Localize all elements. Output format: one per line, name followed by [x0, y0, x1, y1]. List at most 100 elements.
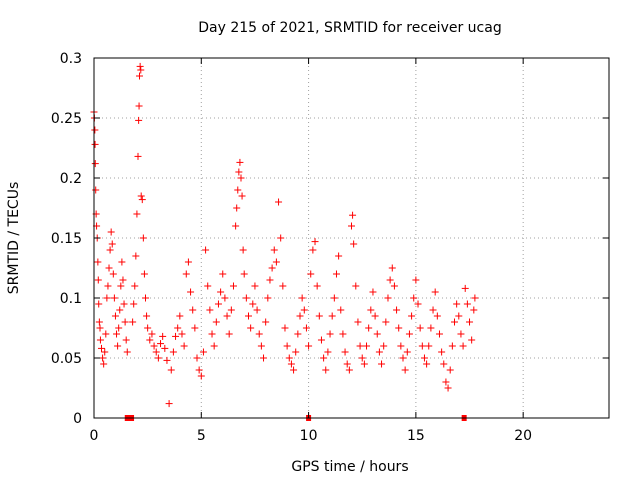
- data-point: [100, 360, 108, 368]
- data-point: [277, 234, 285, 242]
- data-point: [239, 246, 247, 254]
- data-point: [300, 306, 308, 314]
- data-point: [393, 306, 401, 314]
- data-point: [187, 288, 195, 296]
- data-point: [349, 211, 357, 219]
- data-point: [119, 276, 127, 284]
- data-point: [292, 348, 300, 356]
- x-tick-label: 20: [514, 428, 532, 444]
- data-point: [94, 276, 102, 284]
- data-point: [139, 234, 147, 242]
- data-point: [251, 282, 259, 290]
- data-point: [302, 324, 310, 332]
- data-point: [113, 330, 121, 338]
- data-point: [152, 348, 160, 356]
- data-point: [420, 354, 428, 362]
- data-point: [118, 258, 126, 266]
- data-point: [444, 384, 452, 392]
- data-point: [237, 174, 245, 182]
- data-point: [442, 378, 450, 386]
- data-point: [330, 294, 338, 302]
- data-point: [91, 140, 99, 148]
- data-point: [332, 270, 340, 278]
- data-point: [163, 356, 171, 364]
- data-point: [148, 330, 156, 338]
- data-point: [134, 152, 142, 160]
- data-point: [253, 306, 261, 314]
- data-point: [352, 282, 360, 290]
- data-point: [354, 318, 362, 326]
- data-point: [287, 360, 295, 368]
- data-point: [337, 306, 345, 314]
- plot-frame: [93, 57, 610, 419]
- data-point: [249, 300, 257, 308]
- data-point: [140, 270, 148, 278]
- data-point: [137, 192, 145, 200]
- data-point: [189, 306, 197, 314]
- data-point: [229, 282, 237, 290]
- data-point: [199, 348, 207, 356]
- data-point: [341, 348, 349, 356]
- data-point: [191, 324, 199, 332]
- x-tick-label: 5: [197, 428, 206, 444]
- data-point: [403, 348, 411, 356]
- data-point: [363, 342, 371, 350]
- data-point: [120, 300, 128, 308]
- data-point: [193, 354, 201, 362]
- data-point: [255, 330, 263, 338]
- data-point: [399, 354, 407, 362]
- data-point: [144, 324, 152, 332]
- data-point: [311, 238, 319, 246]
- data-point: [159, 332, 167, 340]
- grid-lines: [94, 58, 609, 418]
- data-point: [360, 360, 368, 368]
- data-point: [324, 348, 332, 356]
- data-point: [227, 306, 235, 314]
- data-point: [174, 324, 182, 332]
- data-point: [235, 168, 243, 176]
- data-point: [470, 306, 478, 314]
- data-point: [317, 336, 325, 344]
- data-point: [283, 342, 291, 350]
- data-point: [348, 222, 355, 230]
- data-point: [257, 342, 265, 350]
- data-point: [397, 342, 405, 350]
- y-tick-label: 0: [73, 411, 82, 427]
- data-point: [146, 336, 154, 344]
- data-point: [386, 276, 394, 284]
- data-point: [343, 360, 351, 368]
- data-point: [135, 116, 143, 124]
- data-point: [468, 336, 476, 344]
- data-point: [137, 66, 145, 74]
- data-point: [279, 282, 287, 290]
- data-point: [102, 330, 110, 338]
- data-point: [99, 354, 107, 362]
- data-point: [382, 318, 390, 326]
- data-point: [178, 330, 186, 338]
- data-point: [247, 324, 255, 332]
- data-point: [91, 126, 99, 134]
- data-points: [90, 62, 479, 408]
- data-point: [395, 324, 403, 332]
- data-point: [371, 312, 379, 320]
- data-point: [121, 318, 129, 326]
- data-point: [466, 318, 474, 326]
- data-point: [423, 360, 431, 368]
- data-point: [245, 312, 252, 320]
- y-tick-label: 0.3: [60, 51, 82, 67]
- x-tick-label: 0: [90, 428, 99, 444]
- y-tick-label: 0.25: [51, 111, 82, 127]
- data-point: [290, 366, 298, 374]
- data-point: [453, 300, 461, 308]
- x-tick-label: 10: [300, 428, 318, 444]
- data-point: [204, 282, 212, 290]
- y-tick-label: 0.15: [51, 231, 82, 247]
- data-point: [433, 312, 441, 320]
- data-point: [320, 354, 328, 362]
- data-point: [219, 270, 227, 278]
- data-point: [438, 348, 446, 356]
- data-point: [401, 366, 409, 374]
- data-point: [107, 228, 115, 236]
- data-point: [335, 252, 343, 260]
